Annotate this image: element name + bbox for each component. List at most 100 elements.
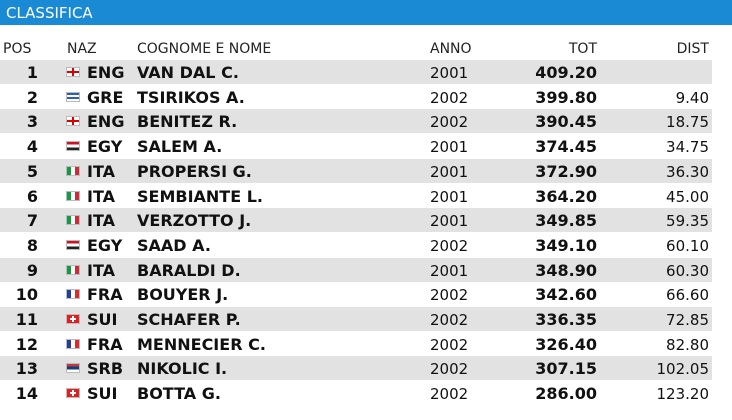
flag-icon bbox=[66, 215, 80, 226]
total: 307.15 bbox=[535, 359, 597, 379]
year: 2002 bbox=[430, 286, 469, 305]
year: 2001 bbox=[430, 212, 469, 231]
table-row: 8 EGY SAAD A. 2002 349.10 60.10 bbox=[0, 233, 712, 257]
year: 2001 bbox=[430, 64, 469, 82]
distance: 59.35 bbox=[666, 212, 709, 231]
athlete-name: NIKOLIC I. bbox=[137, 359, 228, 379]
position: 2 bbox=[26, 87, 38, 107]
country: ENG bbox=[87, 63, 125, 82]
table-row: 4 EGY SALEM A. 2001 374.45 34.75 bbox=[0, 134, 712, 158]
flag-icon bbox=[66, 264, 80, 275]
athlete-name: BOUYER J. bbox=[137, 285, 229, 305]
title: CLASSIFICA bbox=[6, 4, 93, 22]
year: 2001 bbox=[430, 261, 469, 280]
country: ITA bbox=[87, 186, 116, 206]
athlete-name: BENITEZ R. bbox=[137, 112, 238, 132]
position: 7 bbox=[26, 211, 38, 231]
distance: 45.00 bbox=[666, 187, 709, 206]
total: 399.80 bbox=[535, 87, 597, 107]
athlete-name: TSIRIKOS A. bbox=[137, 87, 245, 107]
flag-icon bbox=[66, 363, 80, 374]
athlete-name: SCHAFER P. bbox=[137, 310, 241, 329]
total: 336.35 bbox=[535, 310, 597, 329]
country: SUI bbox=[87, 310, 118, 329]
total: 286.00 bbox=[535, 384, 597, 404]
year: 2002 bbox=[430, 311, 469, 329]
flag-icon bbox=[66, 239, 80, 250]
athlete-name: BOTTA G. bbox=[137, 384, 221, 404]
flag-icon bbox=[66, 141, 80, 152]
position: 11 bbox=[15, 310, 38, 329]
total: 342.60 bbox=[535, 285, 597, 305]
athlete-name: SALEM A. bbox=[137, 137, 223, 157]
total: 348.90 bbox=[535, 260, 597, 280]
country: ITA bbox=[87, 260, 116, 280]
position: 5 bbox=[26, 161, 38, 181]
athlete-name: MENNECIER C. bbox=[137, 334, 266, 354]
year: 2002 bbox=[430, 88, 469, 107]
table-row: 9 ITA BARALDI D. 2001 348.90 60.30 bbox=[0, 257, 712, 282]
distance: 72.85 bbox=[666, 311, 709, 329]
country: FRA bbox=[87, 285, 123, 305]
column-header: POS bbox=[3, 41, 32, 57]
table-row: 14 SUI BOTTA G. 2002 286.00 123.20 bbox=[0, 381, 712, 405]
distance: 123.20 bbox=[656, 385, 710, 404]
total: 349.10 bbox=[535, 235, 597, 255]
flag-icon bbox=[66, 116, 80, 127]
country: SUI bbox=[87, 384, 118, 404]
country: FRA bbox=[87, 334, 123, 354]
flag-icon bbox=[66, 388, 80, 399]
year: 2001 bbox=[430, 162, 469, 181]
athlete-name: PROPERSI G. bbox=[137, 161, 252, 181]
total: 349.85 bbox=[535, 211, 597, 231]
year: 2002 bbox=[430, 236, 469, 255]
table-row: 6 ITA SEMBIANTE L. 2001 364.20 45.00 bbox=[0, 184, 712, 208]
table-row: 10 FRA BOUYER J. 2002 342.60 66.60 bbox=[0, 282, 712, 306]
total: 390.45 bbox=[535, 112, 597, 132]
year: 2002 bbox=[430, 335, 469, 354]
flag-icon bbox=[66, 338, 80, 349]
flag-icon bbox=[66, 289, 80, 300]
total: 364.20 bbox=[535, 186, 597, 206]
position: 14 bbox=[15, 384, 38, 404]
distance: 36.30 bbox=[666, 162, 709, 181]
column-header: NAZ bbox=[67, 41, 97, 57]
total: 372.90 bbox=[535, 161, 597, 181]
column-header: TOT bbox=[568, 41, 597, 57]
position: 10 bbox=[15, 285, 38, 305]
country: EGY bbox=[87, 137, 123, 157]
distance: 102.05 bbox=[656, 360, 710, 379]
title-bar: CLASSIFICA bbox=[0, 0, 732, 25]
athlete-name: VAN DAL C. bbox=[137, 63, 239, 82]
table-row: 2 GRE TSIRIKOS A. 2002 399.80 9.40 bbox=[0, 85, 712, 109]
country: ITA bbox=[87, 211, 116, 231]
country: ENG bbox=[87, 112, 125, 132]
table-row: 5 ITA PROPERSI G. 2001 372.90 36.30 bbox=[0, 158, 712, 183]
distance: 82.80 bbox=[666, 335, 709, 354]
flag-icon bbox=[66, 165, 80, 176]
position: 4 bbox=[26, 137, 38, 157]
table-row: 3 ENG BENITEZ R. 2002 390.45 18.75 bbox=[0, 109, 712, 134]
distance: 66.60 bbox=[666, 286, 709, 305]
year: 2002 bbox=[430, 113, 469, 132]
position: 9 bbox=[26, 260, 38, 280]
position: 1 bbox=[26, 63, 38, 82]
athlete-name: BARALDI D. bbox=[137, 260, 241, 280]
position: 3 bbox=[26, 112, 38, 132]
column-header: COGNOME E NOME bbox=[137, 41, 272, 57]
athlete-name: VERZOTTO J. bbox=[137, 211, 252, 231]
flag-icon bbox=[66, 91, 80, 102]
table-row: 12 FRA MENNECIER C. 2002 326.40 82.80 bbox=[0, 332, 712, 356]
distance: 60.10 bbox=[666, 236, 709, 255]
athlete-name: SAAD A. bbox=[137, 235, 211, 255]
table-row: 7 ITA VERZOTTO J. 2001 349.85 59.35 bbox=[0, 208, 712, 233]
total: 409.20 bbox=[535, 63, 597, 82]
year: 2001 bbox=[430, 138, 469, 157]
flag-icon bbox=[66, 190, 80, 201]
distance: 60.30 bbox=[666, 261, 709, 280]
distance: 9.40 bbox=[675, 88, 709, 107]
position: 8 bbox=[26, 235, 38, 255]
table-row: 13 SRB NIKOLIC I. 2002 307.15 102.05 bbox=[0, 356, 712, 381]
table-row: 11 SUI SCHAFER P. 2002 336.35 72.85 bbox=[0, 307, 712, 331]
